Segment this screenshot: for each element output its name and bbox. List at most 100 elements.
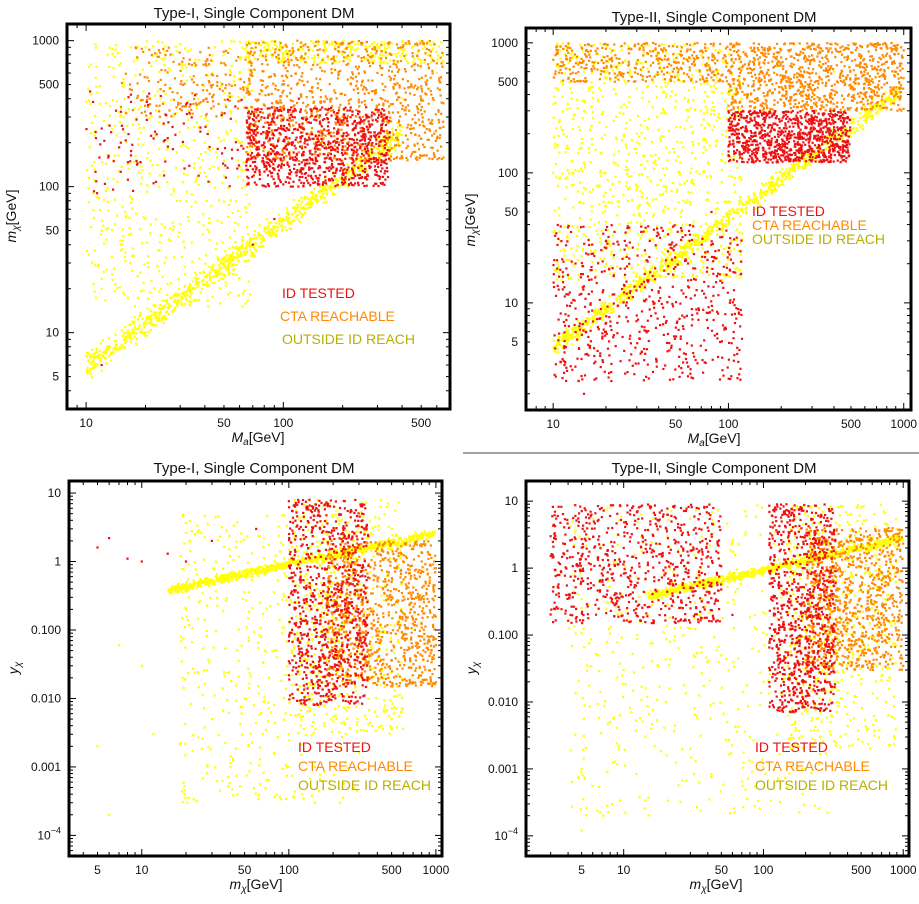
data-point [417,57,420,60]
data-point [435,137,438,140]
data-point [724,225,727,228]
data-point [570,184,573,187]
data-point [368,55,372,58]
data-point [360,130,363,133]
data-point [638,173,641,176]
data-point [220,221,223,224]
data-point [361,88,365,91]
data-point [359,122,362,125]
data-point [161,307,165,310]
data-point [660,86,663,89]
data-point [164,315,167,318]
data-point [206,100,209,103]
data-point [441,65,444,68]
data-point [166,282,169,285]
data-point [695,69,698,72]
data-point [404,134,407,137]
data-point [124,259,127,263]
data-point [364,166,367,169]
data-point [315,107,318,110]
data-point [192,75,195,78]
data-point [294,209,297,212]
data-point [253,255,256,258]
data-point [356,141,359,145]
data-point [317,148,320,151]
data-point [692,182,695,186]
data-point [328,133,331,136]
data-point [427,118,430,121]
data-point [703,126,707,129]
data-point [349,50,352,54]
data-point [714,208,717,211]
data-point [403,98,406,101]
data-point [561,129,564,132]
data-point [298,42,302,45]
data-point [365,116,369,119]
data-point [423,58,426,61]
data-point [267,47,270,51]
data-point [437,110,440,113]
data-point [358,116,361,119]
data-point [626,188,629,191]
data-point [280,159,283,162]
data-point [263,46,266,49]
data-point [269,147,272,150]
data-point [309,152,312,155]
data-point [404,113,407,116]
data-point [222,50,225,53]
data-point [685,250,689,253]
data-point [639,237,642,240]
data-point [131,207,134,210]
data-point [365,106,368,109]
data-point [570,97,573,100]
data-point [380,159,383,162]
data-point [351,173,354,176]
data-point [148,61,151,64]
data-point [679,161,682,164]
data-point [362,136,365,139]
data-point [734,267,737,270]
data-point [284,136,287,139]
data-point [382,89,385,92]
data-point [400,154,403,158]
data-point [261,90,264,93]
data-point [196,83,199,87]
data-point [727,216,730,219]
data-point [690,151,694,154]
data-point [671,54,675,57]
data-point [293,144,296,147]
data-point [142,322,146,325]
data-point [248,77,251,80]
data-point [670,256,673,260]
data-point [113,198,117,201]
data-point [271,137,274,140]
data-point [583,70,586,74]
data-point [345,119,348,122]
data-point [366,48,369,51]
data-point [276,156,279,160]
data-point [342,42,345,45]
data-point [315,177,318,180]
data-point [249,236,252,240]
data-point [173,300,176,303]
data-point [684,57,687,60]
data-point [321,183,324,186]
data-point [657,273,661,277]
data-point [289,92,292,95]
data-point [182,105,185,108]
data-point [699,73,702,77]
data-point [119,62,122,65]
data-point [247,114,250,118]
data-point [334,45,337,48]
data-point [275,56,278,59]
data-point [226,94,230,97]
data-point [180,255,183,258]
data-point [139,131,143,134]
data-point [852,117,855,120]
data-point [706,82,709,85]
data-point [136,94,139,97]
data-point [612,161,615,164]
data-point [427,66,430,69]
data-point [416,54,419,58]
data-point [249,154,252,157]
